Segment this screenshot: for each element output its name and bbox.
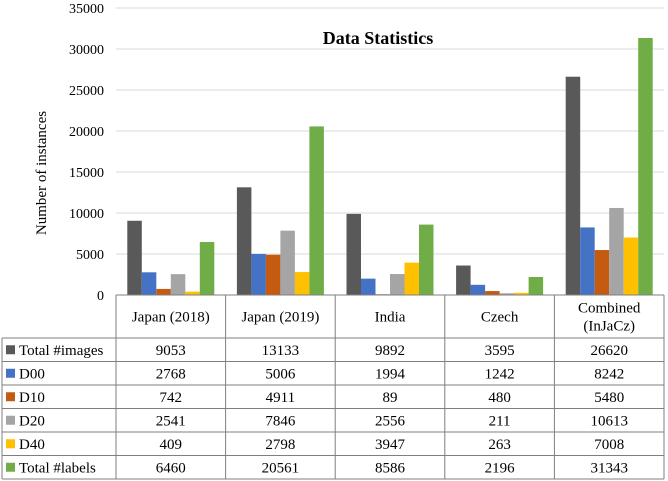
table-cell: 3947 <box>375 437 406 453</box>
y-tick-label: 0 <box>97 289 104 304</box>
category-label: (InJaCz) <box>583 319 635 335</box>
category-label: Czech <box>481 310 519 326</box>
bar <box>623 237 639 295</box>
table-cell: 211 <box>489 413 511 429</box>
bar <box>528 276 544 295</box>
legend-swatch <box>6 392 15 402</box>
table-cell: 2798 <box>265 437 295 453</box>
y-tick-label: 20000 <box>69 125 104 140</box>
y-tick-label: 30000 <box>69 43 104 58</box>
bar <box>361 278 376 295</box>
table-cell: 480 <box>488 390 511 406</box>
bar <box>565 76 581 295</box>
table-cell: 4911 <box>266 390 295 406</box>
y-tick-label: 15000 <box>69 166 104 181</box>
table-cell: 31343 <box>590 460 628 476</box>
bar <box>390 274 405 295</box>
table-cell: 409 <box>160 437 183 453</box>
bar <box>346 213 361 295</box>
category-label: Combined <box>578 301 641 317</box>
table-cell: 3595 <box>485 343 515 359</box>
bar <box>485 291 500 295</box>
bar <box>127 220 142 295</box>
bar <box>265 254 281 295</box>
table-cell: 13133 <box>262 343 300 359</box>
table-cell: 263 <box>488 437 511 453</box>
table-cell: 5480 <box>594 390 624 406</box>
bar <box>638 37 653 296</box>
bar <box>185 291 200 295</box>
legend-swatch <box>6 415 15 425</box>
table-cell: 7846 <box>265 413 296 429</box>
bar <box>580 227 595 295</box>
table-cell: 2768 <box>156 366 186 382</box>
table-cell: 2541 <box>156 413 186 429</box>
bar <box>470 284 486 295</box>
legend-swatch <box>6 439 15 449</box>
table-cell: 9892 <box>375 343 405 359</box>
table-cell: 7008 <box>594 437 624 453</box>
y-tick-label: 25000 <box>69 84 104 99</box>
table-cell: 8586 <box>375 460 406 476</box>
bar <box>309 126 324 295</box>
bar <box>404 262 419 295</box>
bar <box>594 250 610 295</box>
table-cell: 6460 <box>156 460 186 476</box>
y-axis-ticks: 0 5000 10000 15000 20000 25000 30000 35000 <box>69 2 104 304</box>
legend-swatch <box>6 345 15 355</box>
bar <box>609 207 624 295</box>
bar <box>236 187 252 295</box>
category-label: Japan (2018) <box>132 310 210 326</box>
data-table: Japan (2018) Japan (2019) India Czech Combin… <box>1 294 665 480</box>
y-tick-label: 35000 <box>69 2 104 17</box>
table-cell: 20561 <box>262 460 300 476</box>
bar <box>251 253 266 295</box>
category-label: India <box>375 310 406 326</box>
bar <box>156 288 171 295</box>
legend-swatch <box>6 368 15 378</box>
legend-label: Total #images <box>19 343 104 359</box>
table-cell: 5006 <box>265 366 296 382</box>
chart-title: Data Statistics <box>323 28 434 48</box>
legend-label: Total #labels <box>19 460 96 476</box>
table-cell: 2196 <box>485 460 516 476</box>
table-cell: 742 <box>160 390 183 406</box>
bar <box>199 242 215 295</box>
table-cell: 2556 <box>375 413 406 429</box>
legend-swatch <box>6 462 15 472</box>
table-cell: 26620 <box>590 343 628 359</box>
y-tick-label: 10000 <box>69 207 104 222</box>
bar <box>456 265 471 295</box>
legend-label: D10 <box>19 390 45 406</box>
category-label: Japan (2019) <box>241 310 319 326</box>
bar <box>280 230 295 295</box>
y-tick-label: 5000 <box>76 248 104 263</box>
bar <box>514 292 529 295</box>
bar <box>170 274 186 295</box>
bar <box>419 224 434 295</box>
table-cell: 89 <box>383 390 398 406</box>
table-cell: 1994 <box>375 366 406 382</box>
bar <box>141 272 157 295</box>
bar <box>499 293 515 295</box>
legend-label: D40 <box>19 437 45 453</box>
y-axis-label: Number of instances <box>34 111 50 235</box>
bars <box>127 37 653 296</box>
table-cell: 9053 <box>156 343 186 359</box>
legend-label: D20 <box>19 413 45 429</box>
table-cell: 1242 <box>485 366 515 382</box>
table-cell: 10613 <box>590 413 628 429</box>
legend-label: D00 <box>19 366 45 382</box>
table-cell: 8242 <box>594 366 624 382</box>
bar <box>294 272 310 295</box>
